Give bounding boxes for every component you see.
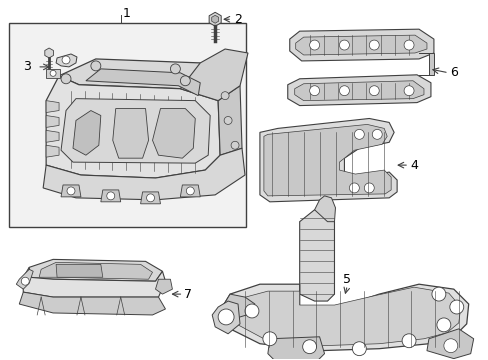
Polygon shape — [59, 59, 220, 100]
Polygon shape — [211, 15, 218, 23]
Polygon shape — [61, 185, 81, 197]
Bar — [9, 23, 245, 227]
Circle shape — [170, 64, 180, 74]
Polygon shape — [294, 81, 423, 100]
Circle shape — [218, 309, 234, 325]
Polygon shape — [209, 12, 221, 26]
Polygon shape — [61, 99, 210, 163]
Polygon shape — [218, 86, 242, 155]
Circle shape — [50, 70, 56, 76]
Circle shape — [106, 192, 115, 200]
Polygon shape — [227, 287, 460, 346]
Polygon shape — [426, 329, 473, 359]
Polygon shape — [23, 267, 165, 297]
Polygon shape — [218, 284, 468, 351]
Circle shape — [302, 340, 316, 354]
Polygon shape — [180, 185, 200, 197]
Polygon shape — [260, 118, 396, 202]
Polygon shape — [56, 264, 102, 277]
Circle shape — [339, 40, 349, 50]
Text: 5: 5 — [343, 273, 351, 286]
Polygon shape — [45, 48, 53, 58]
Text: 1: 1 — [122, 7, 130, 20]
Circle shape — [91, 61, 101, 71]
Polygon shape — [418, 53, 433, 75]
Circle shape — [263, 332, 276, 346]
Polygon shape — [155, 279, 172, 294]
Polygon shape — [289, 29, 433, 61]
Polygon shape — [101, 190, 121, 202]
Polygon shape — [267, 337, 324, 360]
Circle shape — [371, 129, 382, 139]
Bar — [46, 69, 60, 78]
Polygon shape — [212, 301, 240, 334]
Polygon shape — [16, 269, 33, 289]
Polygon shape — [73, 111, 101, 155]
Text: 7: 7 — [184, 288, 192, 301]
Circle shape — [62, 56, 70, 64]
Polygon shape — [46, 76, 220, 178]
Circle shape — [349, 183, 359, 193]
Polygon shape — [46, 145, 59, 157]
Polygon shape — [180, 49, 247, 100]
Polygon shape — [46, 130, 59, 142]
Circle shape — [221, 92, 228, 100]
Circle shape — [368, 40, 379, 50]
Circle shape — [431, 287, 445, 301]
Polygon shape — [56, 54, 77, 67]
Circle shape — [61, 74, 71, 84]
Circle shape — [309, 86, 319, 96]
Circle shape — [401, 334, 415, 348]
Polygon shape — [39, 262, 152, 279]
Circle shape — [309, 40, 319, 50]
Polygon shape — [29, 260, 162, 281]
Polygon shape — [264, 125, 390, 196]
Circle shape — [368, 86, 379, 96]
Polygon shape — [113, 109, 148, 158]
Circle shape — [443, 339, 457, 353]
Text: 3: 3 — [23, 60, 31, 73]
Text: 6: 6 — [449, 66, 457, 79]
Text: 4: 4 — [409, 159, 417, 172]
Circle shape — [403, 40, 413, 50]
Polygon shape — [141, 192, 160, 204]
Polygon shape — [19, 292, 165, 315]
Circle shape — [21, 277, 29, 285]
Circle shape — [352, 342, 366, 356]
Circle shape — [180, 76, 190, 86]
Polygon shape — [218, 294, 254, 321]
Polygon shape — [46, 100, 59, 113]
Polygon shape — [43, 148, 244, 200]
Polygon shape — [152, 109, 195, 158]
Circle shape — [186, 187, 194, 195]
Circle shape — [224, 117, 232, 125]
Circle shape — [146, 194, 154, 202]
Circle shape — [354, 129, 364, 139]
Polygon shape — [86, 69, 200, 96]
Polygon shape — [295, 35, 426, 55]
Circle shape — [231, 141, 239, 149]
Circle shape — [436, 318, 450, 332]
Circle shape — [364, 183, 373, 193]
Circle shape — [403, 86, 413, 96]
Text: 2: 2 — [234, 13, 242, 26]
Polygon shape — [287, 75, 430, 105]
Circle shape — [67, 187, 75, 195]
Circle shape — [449, 300, 463, 314]
Polygon shape — [314, 196, 335, 222]
Polygon shape — [46, 116, 59, 127]
Circle shape — [339, 86, 349, 96]
Polygon shape — [299, 210, 334, 301]
Circle shape — [244, 304, 258, 318]
